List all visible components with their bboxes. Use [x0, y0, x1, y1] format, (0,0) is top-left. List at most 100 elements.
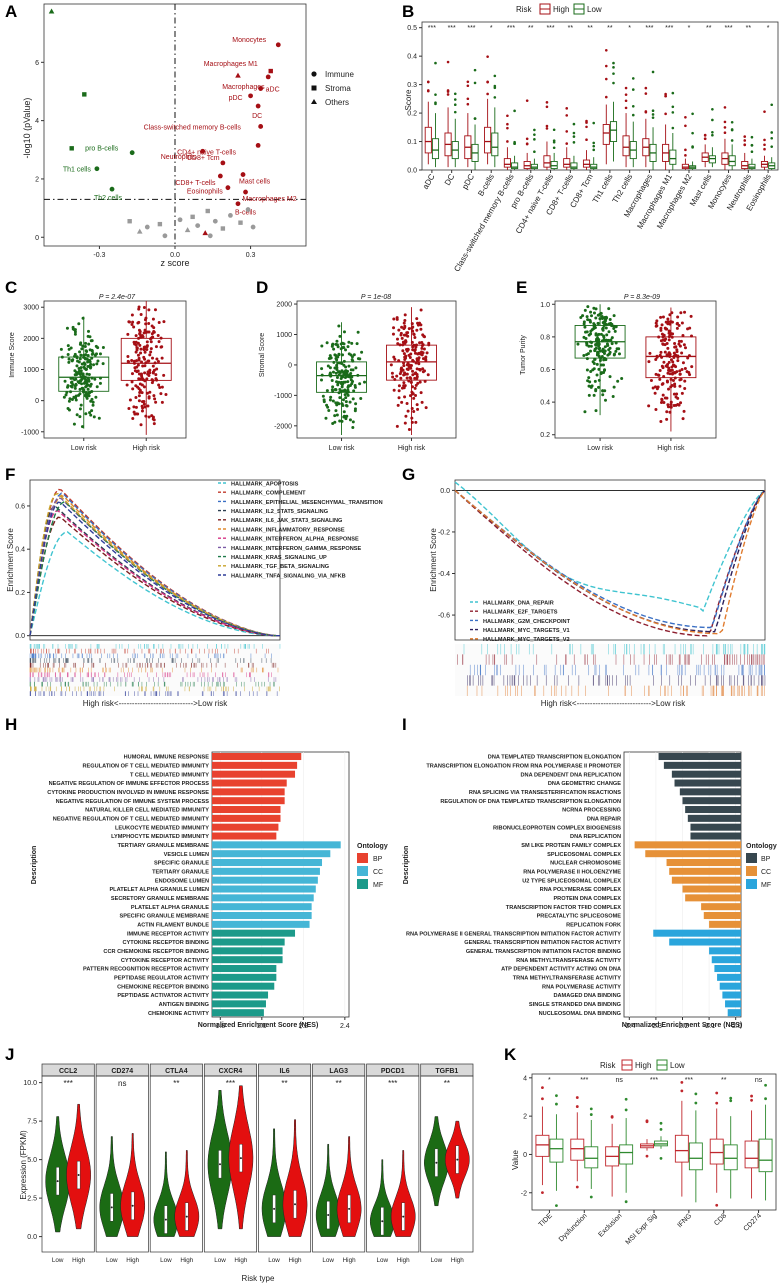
facet-frame — [420, 1075, 474, 1253]
category-label: SPECIFIC GRANULE MEMBRANE — [119, 914, 209, 920]
data-point — [663, 326, 667, 330]
outlier-point — [764, 1097, 767, 1101]
panel-i-ylabel: Description — [403, 846, 410, 885]
data-point — [325, 389, 329, 393]
data-point — [596, 352, 600, 356]
y-tick-label: 0.6 — [15, 503, 25, 510]
x-tick-label: MSI Expr Sig — [625, 1212, 659, 1246]
data-point — [144, 322, 148, 326]
data-point — [402, 364, 406, 368]
bar — [682, 797, 741, 805]
outlier-point — [645, 1120, 649, 1124]
x-tick-label: High — [180, 1257, 193, 1264]
data-point — [598, 349, 602, 353]
outlier-point — [691, 145, 694, 148]
legend-mf-swatch — [357, 879, 368, 889]
data-point — [136, 353, 140, 357]
data-point — [151, 317, 155, 321]
category-label: ACTIN FILAMENT BUNDLE — [137, 922, 209, 928]
data-point — [145, 340, 149, 344]
violin-median — [381, 1220, 384, 1223]
data-point — [601, 327, 605, 331]
data-point — [66, 406, 70, 410]
y-tick-label: 0.2 — [15, 590, 25, 597]
data-point — [416, 323, 420, 327]
bar — [669, 938, 741, 946]
data-point — [403, 324, 407, 328]
data-point — [74, 377, 78, 381]
violin — [120, 1133, 146, 1237]
data-point — [153, 397, 157, 401]
data-point — [142, 345, 146, 349]
panel-label-a: A — [5, 2, 17, 21]
bar — [212, 779, 287, 787]
outlier-point — [572, 141, 576, 144]
legend-label: HALLMARK_DNA_REPAIR — [483, 600, 554, 606]
data-point — [351, 420, 355, 424]
outlier-point — [743, 139, 747, 142]
significance-label: ** — [587, 25, 593, 32]
significance-label: ** — [336, 1079, 342, 1088]
data-point — [405, 372, 409, 376]
bar — [709, 920, 741, 928]
x-tick-label: B-cells — [476, 173, 496, 198]
data-point — [414, 394, 418, 398]
data-point — [601, 393, 605, 397]
data-point — [415, 328, 419, 332]
data-point — [597, 385, 601, 389]
data-point — [347, 364, 351, 368]
box-high-box — [744, 1140, 759, 1169]
point-macrophages-m2-label: Macrophages M2 — [243, 196, 297, 203]
y-tick-label: -2000 — [274, 423, 292, 430]
x-tick-label: DC — [443, 172, 457, 187]
facet-frame — [312, 1075, 366, 1253]
outlier-point — [525, 99, 529, 102]
data-point — [342, 380, 346, 384]
box-low-box — [549, 1138, 564, 1163]
data-point — [405, 367, 409, 371]
significance-label: *** — [724, 25, 732, 32]
data-point — [600, 315, 604, 319]
data-point — [422, 369, 426, 373]
data-point — [421, 333, 425, 337]
significance-label: *** — [448, 25, 456, 32]
y-tick-label: -2 — [521, 1190, 527, 1197]
x-tick-label: Low — [377, 1257, 389, 1264]
panel-b-legend: Risk High Low — [516, 3, 602, 15]
data-point — [137, 394, 141, 398]
data-point — [413, 386, 417, 390]
data-point — [85, 395, 89, 399]
data-point — [143, 364, 147, 368]
data-point — [69, 381, 73, 385]
point-adc-label: aDC — [266, 87, 280, 94]
data-point — [67, 399, 71, 403]
data-point — [353, 385, 357, 389]
data-point — [92, 415, 96, 419]
legend-immune: Immune — [325, 70, 354, 79]
data-point — [666, 371, 670, 375]
data-point — [595, 362, 599, 366]
data-point — [334, 409, 338, 413]
data-point — [389, 363, 393, 367]
category-label: U2 TYPE SPLICEOSOMAL COMPLEX — [522, 878, 621, 884]
outlier-point — [680, 1089, 684, 1093]
panel-b-legend-title: Risk — [516, 5, 533, 14]
outlier-point — [473, 81, 477, 85]
data-point — [344, 404, 348, 408]
enrichment-curve — [29, 501, 280, 637]
x-tick-label: Low risk — [329, 445, 355, 452]
outlier-point — [610, 1115, 614, 1119]
data-point — [97, 416, 101, 420]
box-low-box — [758, 1138, 773, 1173]
data-point — [79, 353, 83, 357]
data-point — [591, 368, 595, 372]
panel-label-j: J — [5, 1045, 14, 1064]
panel-a: z score -log10 (pValue) Immune Stroma Ot… — [22, 3, 354, 268]
data-point — [675, 322, 679, 326]
data-point — [675, 326, 679, 330]
outlier-point — [763, 143, 766, 147]
category-label: TRNA METHYLTRANSFERASE ACTIVITY — [513, 975, 622, 981]
data-point — [682, 343, 686, 347]
data-point — [690, 365, 694, 369]
outlier-point — [711, 107, 714, 111]
